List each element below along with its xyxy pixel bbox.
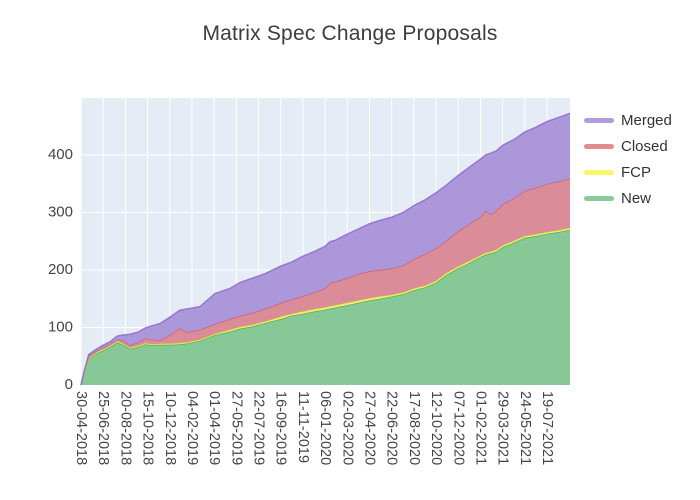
legend-swatch-fcp bbox=[584, 169, 614, 175]
x-tick-label: 19-07-2021 bbox=[539, 391, 555, 465]
x-tick-label: 25-06-2018 bbox=[95, 391, 111, 465]
legend-label-new: New bbox=[621, 189, 652, 207]
legend-item-closed[interactable]: Closed bbox=[584, 133, 672, 159]
x-tick-label: 27-05-2019 bbox=[228, 391, 244, 465]
x-tick-label: 01-02-2021 bbox=[472, 391, 488, 465]
y-tick-labels: 0 100 200 300 400 bbox=[48, 146, 73, 393]
y-tick-label: 0 bbox=[65, 376, 73, 393]
x-tick-label: 02-03-2020 bbox=[339, 391, 355, 465]
legend-swatch-closed bbox=[584, 143, 614, 149]
x-tick-label: 20-08-2018 bbox=[117, 391, 133, 465]
x-tick-label: 04-02-2019 bbox=[184, 391, 200, 465]
x-tick-label: 17-08-2020 bbox=[406, 391, 422, 465]
y-tick-label: 300 bbox=[48, 203, 73, 220]
x-tick-label: 10-12-2018 bbox=[162, 391, 178, 465]
x-tick-label: 22-06-2020 bbox=[384, 391, 400, 465]
x-tick-label: 30-04-2018 bbox=[73, 391, 89, 465]
area-merged bbox=[81, 113, 570, 385]
x-tick-label: 06-01-2020 bbox=[317, 391, 333, 465]
legend-item-fcp[interactable]: FCP bbox=[584, 159, 672, 185]
x-tick-label: 29-03-2021 bbox=[495, 391, 511, 465]
y-tick-label: 100 bbox=[48, 318, 73, 335]
legend: Merged Closed FCP New bbox=[584, 107, 672, 211]
legend-item-new[interactable]: New bbox=[584, 185, 672, 211]
x-tick-labels: 30-04-2018 25-06-2018 20-08-2018 15-10-2018… bbox=[73, 391, 555, 465]
area-closed bbox=[81, 178, 570, 385]
x-tick-label: 07-12-2020 bbox=[450, 391, 466, 465]
x-tick-label: 01-04-2019 bbox=[206, 391, 222, 465]
chart-title: Matrix Spec Change Proposals bbox=[202, 22, 498, 45]
legend-item-merged[interactable]: Merged bbox=[584, 107, 672, 133]
x-tick-label: 27-04-2020 bbox=[362, 391, 378, 465]
legend-label-fcp: FCP bbox=[621, 163, 651, 181]
x-tick-label: 22-07-2019 bbox=[251, 391, 267, 465]
y-tick-label: 400 bbox=[48, 146, 73, 163]
x-tick-label: 15-10-2018 bbox=[140, 391, 156, 465]
legend-swatch-merged bbox=[584, 117, 614, 123]
x-tick-label: 24-05-2021 bbox=[517, 391, 533, 465]
x-tick-label: 12-10-2020 bbox=[428, 391, 444, 465]
x-tick-label: 16-09-2019 bbox=[273, 391, 289, 465]
legend-label-closed: Closed bbox=[621, 137, 668, 155]
legend-label-merged: Merged bbox=[621, 111, 672, 129]
line-merged bbox=[80, 112, 571, 386]
y-tick-label: 200 bbox=[48, 261, 73, 278]
area-new bbox=[81, 229, 570, 385]
legend-swatch-new bbox=[584, 195, 614, 201]
x-tick-label: 11-11-2019 bbox=[295, 391, 311, 463]
